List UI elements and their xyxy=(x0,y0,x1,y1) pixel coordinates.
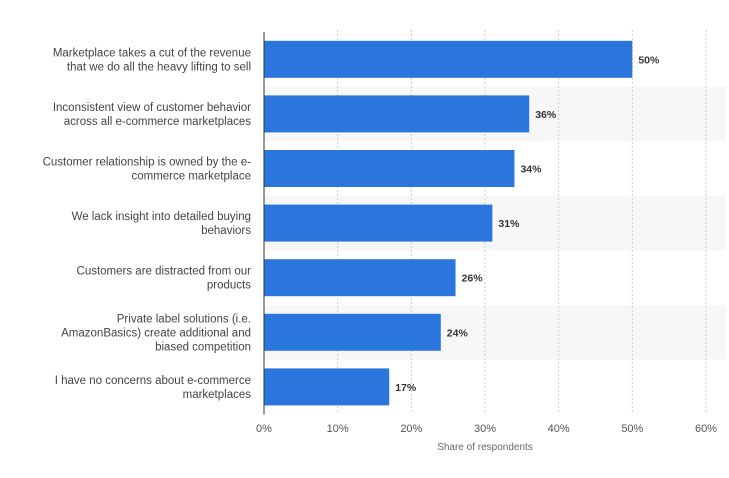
value-label: 36% xyxy=(535,109,557,121)
x-tick-label: 0% xyxy=(256,423,272,435)
category-labels: Marketplace takes a cut of the revenue th… xyxy=(43,47,252,401)
x-tick-label: 50% xyxy=(621,423,643,435)
bar xyxy=(264,40,633,78)
value-label: 34% xyxy=(520,164,542,176)
x-axis-title: Share of respondents xyxy=(437,442,533,453)
x-tick-label: 20% xyxy=(400,423,422,435)
x-tick-label: 40% xyxy=(548,423,570,435)
category-label: Private label solutions (i.e. AmazonBasic… xyxy=(61,313,251,353)
value-label: 50% xyxy=(638,54,660,66)
category-label: Customers are distracted from our product… xyxy=(77,266,252,292)
bar xyxy=(264,95,530,133)
value-label: 31% xyxy=(498,218,520,230)
category-label: I have no concerns about e-commerce marke… xyxy=(55,375,251,401)
bars xyxy=(264,40,633,406)
x-tick-label: 60% xyxy=(695,423,717,435)
category-label: Marketplace takes a cut of the revenue th… xyxy=(53,47,251,73)
x-tick-label: 30% xyxy=(474,423,496,435)
value-label: 24% xyxy=(447,327,469,339)
value-label: 26% xyxy=(462,273,484,285)
category-label: Customer relationship is owned by the e-… xyxy=(43,157,252,183)
bar xyxy=(264,313,441,351)
bar xyxy=(264,150,515,187)
x-tick-label: 10% xyxy=(327,423,349,435)
x-tick-labels: 0% 10% 20% 30% 40% 50% 60% xyxy=(256,423,717,435)
value-label: 17% xyxy=(395,382,417,394)
bar xyxy=(264,259,456,297)
category-label: We lack insight into detailed buying beha… xyxy=(72,211,252,237)
value-labels: 50% 36% 34% 31% 26% 24% 17% xyxy=(395,54,660,394)
category-label: Inconsistent view of customer behavior ac… xyxy=(53,102,251,128)
bar xyxy=(264,204,493,242)
bar xyxy=(264,368,390,406)
